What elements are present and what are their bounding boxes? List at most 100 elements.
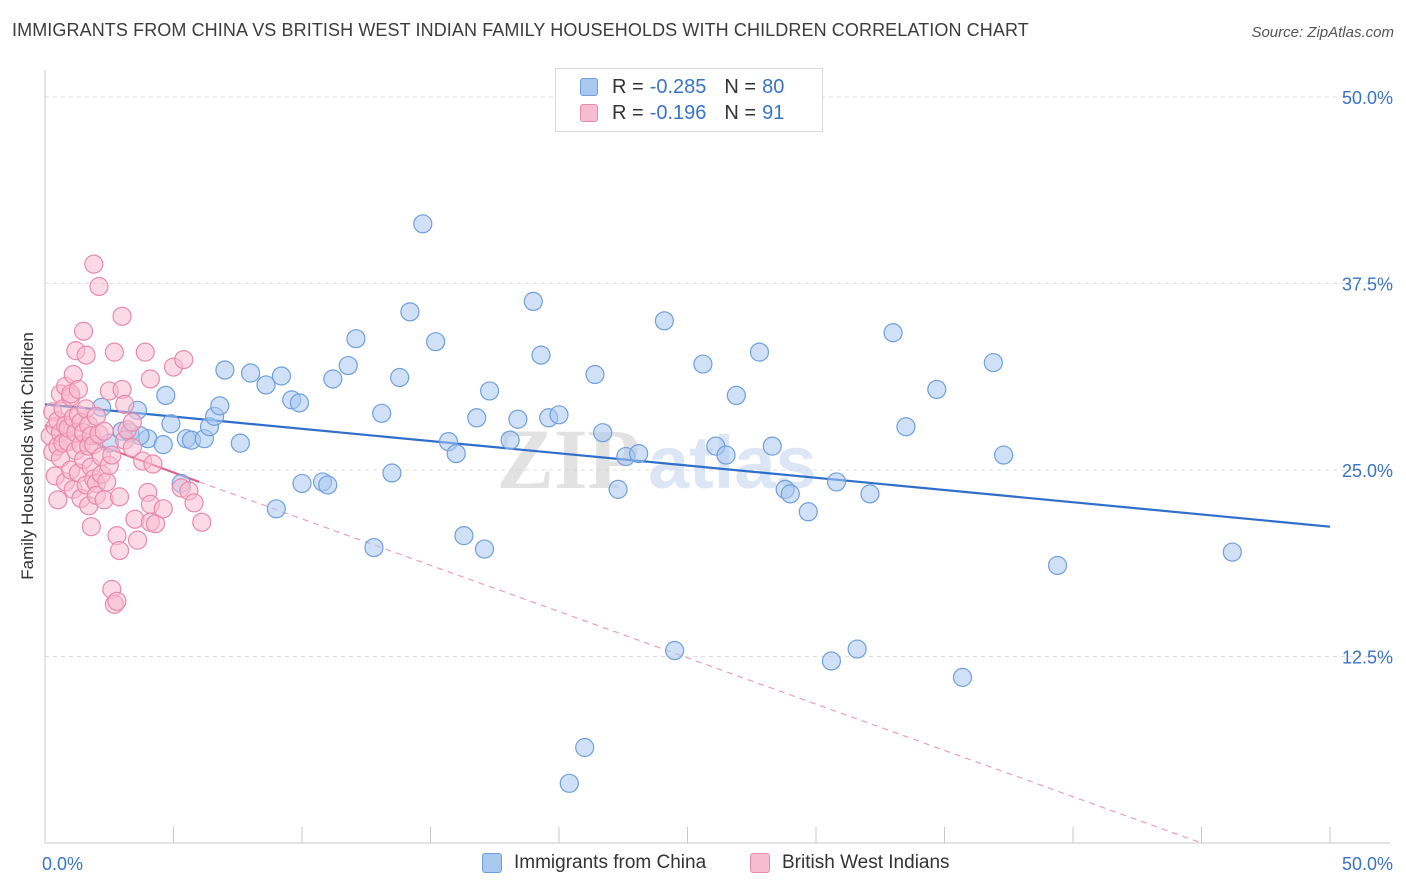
y-axis-label: Family Households with Children	[18, 332, 37, 580]
china-point-18	[241, 363, 261, 383]
bwi-point-85	[153, 499, 173, 519]
china-point-51	[585, 364, 605, 385]
legend-item-bwi[interactable]: British West Indians	[750, 852, 950, 874]
source-label: Source: ZipAtlas.com	[1251, 24, 1394, 41]
bwi-points	[40, 254, 212, 614]
china-point-26	[318, 475, 338, 495]
china-r-value: -0.285	[649, 75, 707, 98]
bwi-point-62	[104, 342, 124, 362]
legend-china-swatch	[482, 853, 502, 873]
y-tick-label-2: 37.5%	[1342, 275, 1393, 295]
china-point-62	[749, 342, 770, 362]
chart-title: IMMIGRANTS FROM CHINA VS BRITISH WEST IN…	[12, 20, 1029, 40]
china-point-74	[952, 667, 973, 687]
china-point-72	[896, 417, 916, 437]
bwi-n-value: 91	[762, 101, 785, 124]
china-point-53	[608, 479, 628, 499]
bwi-point-71	[115, 394, 135, 414]
china-point-33	[390, 367, 410, 388]
china-point-16	[215, 360, 235, 380]
china-point-28	[338, 355, 358, 376]
bwi-point-38	[76, 345, 96, 365]
legend-china-label: Immigrants from China	[514, 852, 707, 873]
china-point-15	[210, 396, 230, 416]
bwi-point-42	[81, 517, 101, 537]
china-point-50	[575, 737, 595, 758]
china-point-58	[693, 354, 713, 374]
china-point-34	[400, 302, 420, 322]
china-point-61	[726, 385, 746, 405]
china-point-24	[292, 473, 312, 494]
china-point-29	[346, 329, 366, 349]
china-point-76	[994, 445, 1014, 465]
china-point-8	[161, 414, 181, 434]
china-point-45	[523, 291, 543, 312]
bwi-point-52	[89, 276, 109, 297]
china-point-71	[883, 323, 903, 343]
china-point-19	[256, 375, 276, 395]
china-point-21	[271, 366, 292, 386]
china-point-43	[500, 430, 520, 450]
bwi-point-47	[84, 254, 104, 274]
china-point-6	[153, 435, 173, 455]
china-point-56	[654, 311, 674, 331]
n-label: N =	[724, 101, 757, 124]
legend-bwi-label: British West Indians	[782, 852, 950, 873]
china-point-17	[230, 433, 250, 453]
china-point-48	[549, 405, 569, 425]
china-point-36	[426, 332, 446, 352]
bwi-point-76	[127, 530, 148, 550]
china-point-75	[983, 352, 1003, 373]
stats-row-china: R = -0.285 N = 80	[580, 75, 784, 99]
china-point-63	[762, 436, 782, 456]
china-point-46	[531, 345, 551, 365]
bwi-point-67	[109, 487, 130, 507]
bwi-point-64	[107, 591, 127, 611]
x-tick-label-1: 50.0%	[1342, 854, 1393, 874]
bwi-point-35	[73, 321, 94, 341]
y-tick-label-3: 50.0%	[1342, 88, 1393, 108]
china-point-30	[364, 537, 384, 558]
bwi-point-73	[122, 438, 142, 458]
bwi-point-66	[109, 540, 130, 561]
china-point-7	[156, 385, 176, 405]
china-point-39	[454, 526, 474, 546]
legend-bwi-swatch	[750, 853, 770, 873]
bwi-point-88	[174, 349, 194, 370]
legend-item-china[interactable]: Immigrants from China	[482, 852, 706, 874]
china-point-55	[629, 443, 649, 464]
stats-row-bwi: R = -0.196 N = 91	[580, 101, 784, 125]
bwi-r-value: -0.196	[649, 101, 707, 124]
bwi-point-90	[184, 493, 204, 513]
bwi-point-80	[140, 369, 160, 389]
china-point-27	[323, 369, 343, 389]
n-label: N =	[724, 75, 757, 98]
china-point-42	[480, 381, 500, 401]
china-trend-line	[44, 403, 1331, 528]
bwi-point-84	[145, 514, 166, 534]
china-point-70	[860, 484, 880, 504]
china-point-60	[716, 445, 736, 465]
bwi-point-56	[94, 421, 114, 441]
china-point-66	[798, 502, 818, 522]
china-point-52	[593, 423, 613, 443]
bwi-point-29	[68, 379, 89, 400]
china-n-value: 80	[762, 75, 785, 98]
china-point-68	[826, 472, 847, 492]
bwi-point-74	[122, 412, 142, 432]
china-point-41	[474, 539, 495, 559]
china-point-78	[1222, 542, 1242, 562]
tick-labels: 12.5% 25.0% 37.5% 50.0% 0.0% 50.0%	[42, 88, 1393, 874]
china-point-20	[266, 499, 286, 519]
y-tick-label-0: 12.5%	[1342, 648, 1393, 668]
r-label: R =	[612, 75, 644, 98]
stats-legend: R = -0.285 N = 80 R = -0.196 N = 91	[555, 68, 823, 132]
china-point-57	[665, 640, 685, 661]
china-point-73	[927, 379, 947, 400]
china-point-44	[508, 409, 528, 429]
bwi-point-91	[192, 512, 212, 532]
bwi-point-78	[135, 342, 155, 362]
bwi-trend-extension	[198, 481, 1202, 844]
china-point-65	[780, 484, 800, 504]
